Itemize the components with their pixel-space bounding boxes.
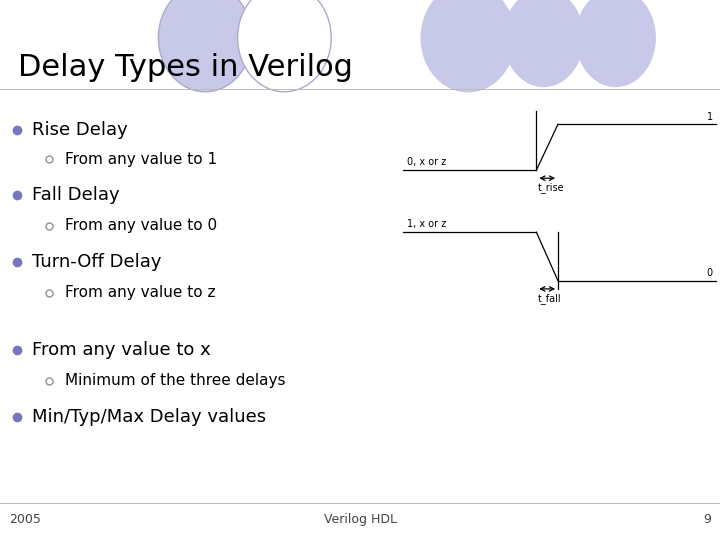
Text: Fall Delay: Fall Delay bbox=[32, 186, 120, 205]
Ellipse shape bbox=[158, 0, 252, 92]
Text: Minimum of the three delays: Minimum of the three delays bbox=[65, 373, 285, 388]
Text: Rise Delay: Rise Delay bbox=[32, 120, 128, 139]
Text: From any value to 0: From any value to 0 bbox=[65, 218, 217, 233]
Text: 9: 9 bbox=[703, 513, 711, 526]
Ellipse shape bbox=[576, 0, 655, 86]
Text: From any value to z: From any value to z bbox=[65, 285, 215, 300]
Text: From any value to 1: From any value to 1 bbox=[65, 152, 217, 167]
Ellipse shape bbox=[421, 0, 515, 92]
Text: t_rise: t_rise bbox=[538, 183, 564, 193]
Text: Delay Types in Verilog: Delay Types in Verilog bbox=[18, 53, 353, 82]
Text: 0, x or z: 0, x or z bbox=[407, 157, 446, 167]
Text: From any value to x: From any value to x bbox=[32, 341, 211, 359]
Ellipse shape bbox=[504, 0, 583, 86]
Text: Turn-Off Delay: Turn-Off Delay bbox=[32, 253, 162, 271]
Text: 0: 0 bbox=[706, 268, 713, 278]
Ellipse shape bbox=[238, 0, 331, 92]
Text: Verilog HDL: Verilog HDL bbox=[323, 513, 397, 526]
Text: Min/Typ/Max Delay values: Min/Typ/Max Delay values bbox=[32, 408, 266, 426]
Text: 1, x or z: 1, x or z bbox=[407, 219, 446, 230]
Text: t_fall: t_fall bbox=[538, 293, 562, 304]
Text: 1: 1 bbox=[706, 111, 713, 122]
Text: 2005: 2005 bbox=[9, 513, 40, 526]
